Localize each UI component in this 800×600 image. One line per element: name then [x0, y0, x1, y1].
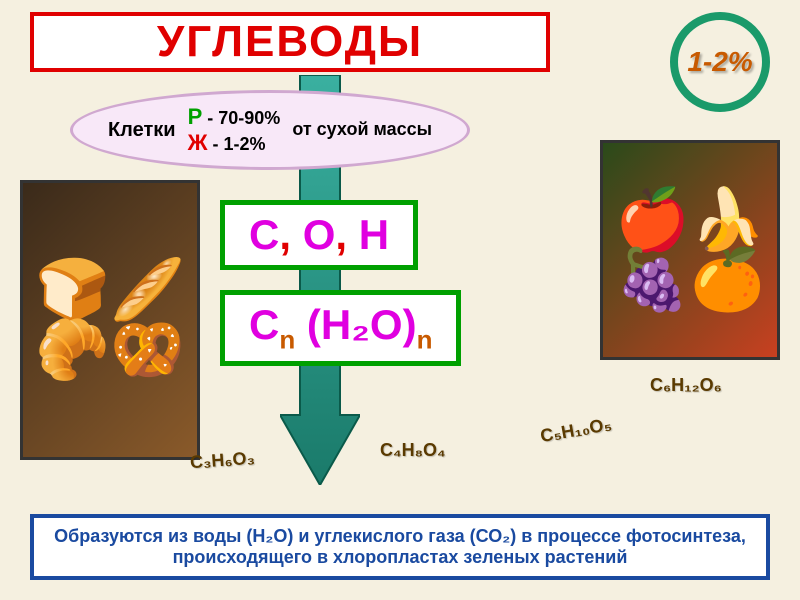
percent-value: 1-2% — [687, 46, 752, 78]
bread-icon: 🍞🥖🥐🥨 — [35, 260, 184, 380]
dry-mass-label: от сухой массы — [292, 120, 432, 140]
elements-box: С, О, Н — [220, 200, 418, 270]
title-text: УГЛЕВОДЫ — [157, 17, 423, 67]
elements-text: С, О, Н — [249, 211, 389, 259]
formula-c5h10o5: С₅Н₁₀О₅ — [539, 414, 614, 447]
formula-c6h12o6: С₆Н₁₂О₆ — [650, 375, 722, 396]
fruit-icon: 🍎🍌🍇🍊 — [615, 190, 764, 310]
percent-block: Р - 70-90% Ж - 1-2% — [188, 104, 281, 156]
cell-info-ellipse: Клетки Р - 70-90% Ж - 1-2% от сухой масс… — [70, 90, 470, 170]
description-text: Образуются из воды (Н₂О) и углекислого г… — [54, 526, 746, 567]
cell-label: Клетки — [108, 119, 176, 142]
formula-box: Сn (Н₂О)n — [220, 290, 461, 366]
percent-badge: 1-2% — [670, 12, 770, 112]
title-box: УГЛЕВОДЫ — [30, 12, 550, 72]
fruit-image: 🍎🍌🍇🍊 — [600, 140, 780, 360]
description-box: Образуются из воды (Н₂О) и углекислого г… — [30, 514, 770, 580]
formula-c4h8o4: С₄Н₈О₄ — [380, 440, 446, 461]
formula-text: Сn (Н₂О)n — [249, 301, 432, 355]
animals-line: Ж - 1-2% — [188, 130, 266, 156]
bread-image: 🍞🥖🥐🥨 — [20, 180, 200, 460]
plants-line: Р - 70-90% — [188, 104, 281, 130]
formula-c3h6o3: С₃Н₆О₃ — [189, 448, 255, 473]
